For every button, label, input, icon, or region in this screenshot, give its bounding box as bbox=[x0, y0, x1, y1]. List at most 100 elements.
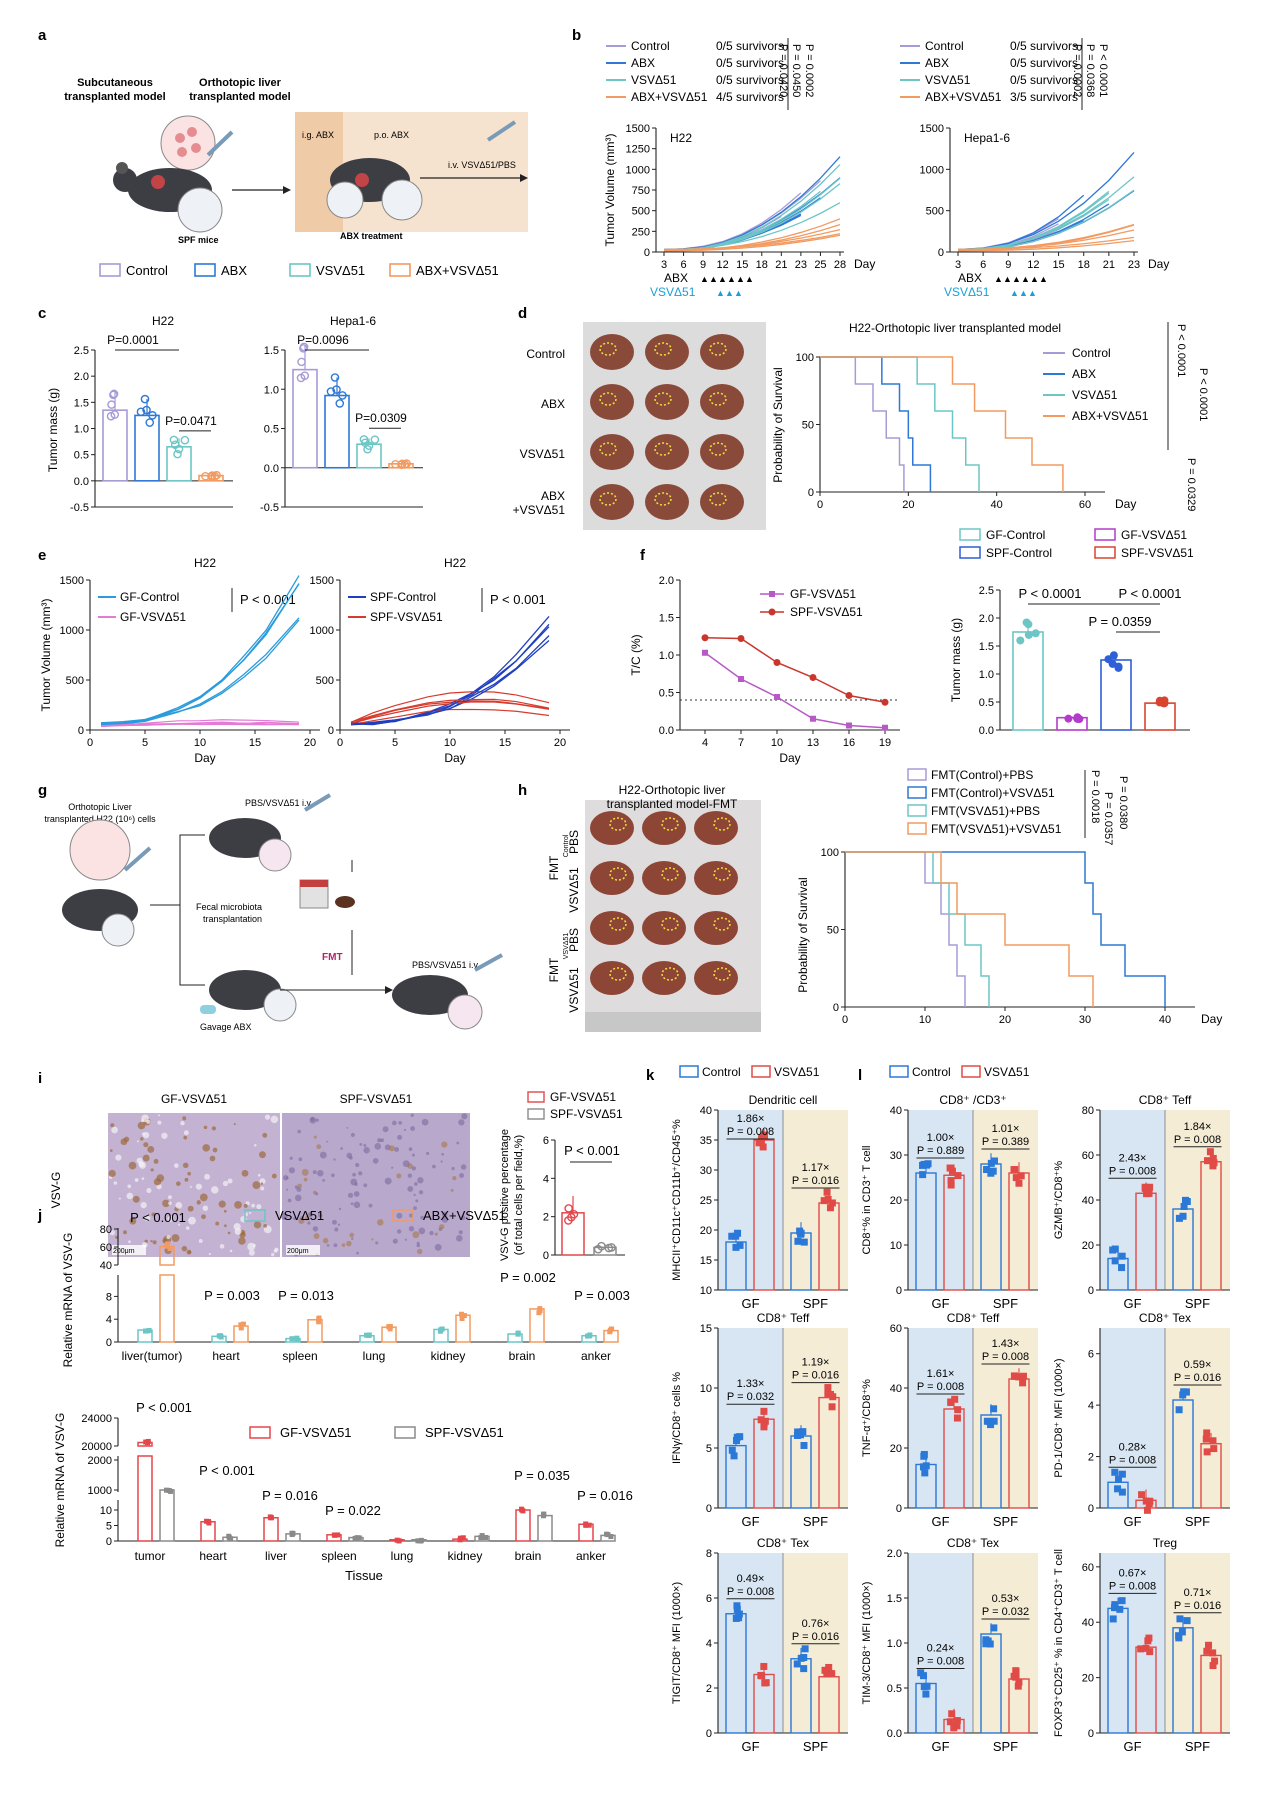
x-tick-label: 5 bbox=[142, 737, 148, 749]
data-point bbox=[1111, 1468, 1119, 1476]
data-point bbox=[1118, 1264, 1126, 1272]
panel-label-f: f bbox=[640, 547, 646, 564]
p-value: P = 0.0380 bbox=[1117, 776, 1129, 829]
legend-label: FMT(VSVΔ51)+VSVΔ51 bbox=[931, 822, 1062, 836]
data-point bbox=[1012, 1174, 1020, 1182]
kl-plot: 0 20 40 60 Treg FOXP3⁺CD25⁺ % in CD4⁺CD3⁺ T c… bbox=[1053, 1536, 1230, 1754]
ihc-texture bbox=[315, 1118, 319, 1122]
bar bbox=[166, 446, 192, 482]
data-point bbox=[728, 1232, 736, 1240]
tumor-outline bbox=[713, 867, 731, 881]
plot-title: Treg bbox=[1153, 1536, 1177, 1550]
p-value: P = 0.008 bbox=[982, 1351, 1029, 1363]
data-point bbox=[1010, 1166, 1018, 1174]
y-tick-label: 60 bbox=[100, 1242, 112, 1254]
fold-change: 1.17× bbox=[802, 1162, 830, 1174]
panel-a-legend: Control ABX VSVΔ51 ABX+VSVΔ51 bbox=[99, 263, 499, 278]
y-tick-label: 0.0 bbox=[887, 1728, 902, 1740]
fold-change: 1.01× bbox=[992, 1123, 1020, 1135]
data-point bbox=[1209, 1162, 1217, 1170]
ihc-texture bbox=[319, 1151, 327, 1159]
ihc-texture bbox=[270, 1115, 279, 1124]
ihc-texture bbox=[372, 1158, 379, 1164]
ihc-texture bbox=[238, 1237, 246, 1245]
ihc-texture bbox=[115, 1235, 118, 1239]
abx-arrow: ▲ bbox=[700, 274, 709, 284]
x-tick-label: 40 bbox=[991, 499, 1003, 511]
data-point bbox=[316, 1316, 322, 1322]
data-point bbox=[948, 1710, 956, 1718]
legend-label: VSVΔ51 bbox=[275, 1208, 324, 1223]
y-tick-label: 1500 bbox=[60, 575, 84, 587]
y-tick-label: 1000 bbox=[920, 164, 944, 176]
data-point bbox=[757, 1136, 765, 1144]
data-point bbox=[1210, 1445, 1218, 1453]
data-point bbox=[828, 1403, 836, 1411]
y-tick-label: 0 bbox=[808, 487, 814, 499]
ihc-texture bbox=[215, 1221, 220, 1226]
ihc-texture bbox=[392, 1238, 398, 1244]
data-point bbox=[920, 1683, 928, 1691]
y-axis-title: Relative mRNA of VSV-G bbox=[53, 1413, 67, 1548]
y-tick-label: 1.0 bbox=[979, 669, 994, 681]
x-tick-label: liver bbox=[265, 1549, 287, 1563]
x-tick-label: 3 bbox=[955, 259, 961, 271]
ihc-texture bbox=[260, 1182, 264, 1185]
d-row-label: VSVΔ51 bbox=[520, 447, 566, 461]
tumor-outline bbox=[599, 442, 617, 456]
x-tick-label: 15 bbox=[249, 737, 261, 749]
survival-curve bbox=[820, 356, 905, 492]
liver-photo bbox=[590, 384, 634, 420]
fold-change: 1.43× bbox=[992, 1338, 1020, 1350]
ihc-texture bbox=[144, 1239, 148, 1244]
plot-title: CD8⁺ Tex bbox=[1139, 1311, 1191, 1325]
y-tick-label: 1.5 bbox=[887, 1593, 902, 1605]
data-point bbox=[759, 1143, 767, 1151]
ihc-texture bbox=[441, 1152, 445, 1156]
data-point bbox=[953, 1717, 961, 1725]
x-tick-label: brain bbox=[515, 1549, 542, 1563]
y-tick-label: 0 bbox=[1088, 1728, 1094, 1740]
data-point bbox=[1141, 1183, 1149, 1191]
ihc-texture bbox=[312, 1226, 319, 1232]
ihc-texture bbox=[297, 1129, 302, 1134]
x-tick-label: 25 bbox=[814, 259, 826, 271]
data-point bbox=[947, 1181, 955, 1189]
data-point bbox=[990, 1417, 998, 1425]
ihc-texture bbox=[407, 1173, 413, 1178]
p-value: P = 0.013 bbox=[278, 1288, 334, 1303]
data-point bbox=[1142, 1644, 1150, 1652]
ihc-texture bbox=[138, 1161, 145, 1168]
legend-swatch bbox=[907, 768, 927, 781]
data-point bbox=[951, 1395, 959, 1403]
g-pbs2: PBS/VSVΔ51 i.v. bbox=[412, 960, 480, 970]
data-point bbox=[240, 1321, 246, 1327]
ihc-texture bbox=[368, 1203, 373, 1208]
y-axis-title: MHCII⁺CD11c⁺CD11b⁺/CD45⁺% bbox=[671, 1119, 683, 1281]
p-value: P < 0.0001 bbox=[1018, 586, 1081, 601]
data-point bbox=[541, 1513, 547, 1519]
ihc-texture bbox=[316, 1144, 322, 1150]
y-tick-label: 0 bbox=[644, 247, 650, 259]
y-tick-label: 0.5 bbox=[887, 1683, 902, 1695]
x-tick-label: 20 bbox=[554, 737, 566, 749]
ihc-texture bbox=[166, 1235, 171, 1240]
data-point bbox=[1183, 1617, 1191, 1625]
legend-swatch bbox=[389, 263, 411, 277]
survivor-count: 3/5 survivors bbox=[1010, 90, 1078, 104]
data-point bbox=[828, 1670, 836, 1678]
ihc-texture bbox=[152, 1240, 157, 1245]
data-point bbox=[212, 470, 221, 480]
vsv-arrow: ▲ bbox=[716, 288, 725, 298]
ihc-texture bbox=[161, 1132, 168, 1139]
kl-plot: 0 10 20 30 40 CD8⁺ /CD3⁺ CD8⁺% in CD3⁺ T cell 1… bbox=[861, 1093, 1038, 1311]
plot-title: CD8⁺ /CD3⁺ bbox=[939, 1093, 1006, 1107]
ihc-texture bbox=[182, 1116, 187, 1121]
ihc-texture bbox=[451, 1166, 455, 1171]
fold-change: 1.61× bbox=[927, 1368, 955, 1380]
data-point bbox=[800, 1238, 808, 1246]
ihc-texture bbox=[460, 1215, 466, 1221]
legend-label: VSVΔ51 bbox=[631, 73, 677, 87]
y-tick-label: 50 bbox=[802, 420, 814, 432]
ihc-texture bbox=[333, 1243, 338, 1248]
